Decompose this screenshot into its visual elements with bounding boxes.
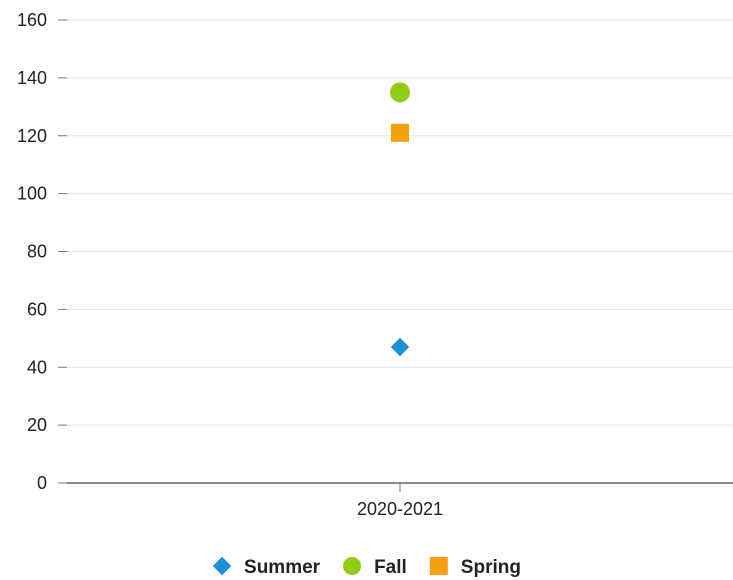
data-points [390, 82, 410, 357]
y-tick-label: 100 [17, 184, 47, 204]
legend-label-fall: Fall [374, 557, 407, 578]
y-tick-label: 160 [17, 10, 47, 30]
legend-marker-spring [429, 557, 448, 575]
legend-marker-fall [343, 557, 362, 575]
legend-item-summer[interactable]: Summer [212, 556, 321, 578]
grid [67, 19, 733, 426]
y-tick-label: 120 [17, 126, 47, 146]
axes: 0 20 40 60 80 100 120 140 160 2020-2021 [17, 10, 733, 519]
data-point-summer[interactable] [390, 337, 410, 357]
y-tick-label: 40 [27, 357, 47, 377]
legend: Summer Fall Spring [212, 556, 521, 578]
legend-item-fall[interactable]: Fall [343, 557, 407, 578]
y-tick-label: 80 [27, 242, 47, 262]
legend-label-summer: Summer [244, 557, 321, 578]
legend-item-spring[interactable]: Spring [429, 557, 521, 578]
y-tick-label: 140 [17, 68, 47, 88]
y-tick-label: 20 [27, 415, 47, 435]
legend-label-spring: Spring [461, 557, 521, 578]
legend-marker-summer [212, 556, 232, 576]
x-tick-label: 2020-2021 [357, 499, 443, 519]
data-point-spring[interactable] [391, 123, 409, 142]
y-tick-label: 60 [27, 299, 47, 319]
data-point-fall[interactable] [390, 82, 410, 103]
y-tick-label: 0 [37, 473, 47, 493]
